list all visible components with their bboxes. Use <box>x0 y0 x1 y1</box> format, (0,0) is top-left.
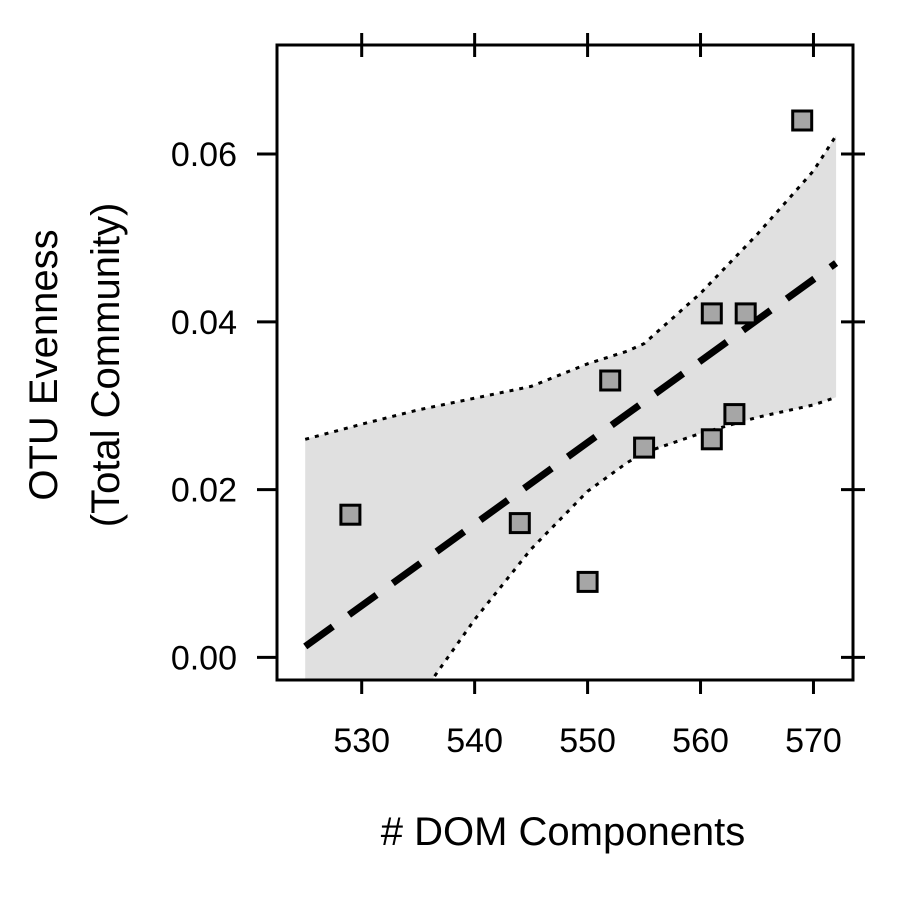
confidence-band-layer <box>304 134 838 680</box>
regression-line <box>303 260 839 650</box>
data-point <box>633 436 656 459</box>
confidence-band <box>305 135 837 680</box>
points-layer <box>339 109 814 593</box>
data-point <box>508 512 531 535</box>
data-point <box>339 503 362 526</box>
x-axis-title: # DOM Components <box>381 810 746 854</box>
x-tick-label: 570 <box>785 722 842 760</box>
plot-frame <box>275 43 855 682</box>
y-tick-label: 0.04 <box>171 304 237 342</box>
data-point <box>700 428 723 451</box>
data-point <box>723 403 746 426</box>
upper-bound-line <box>304 134 838 441</box>
data-point <box>734 302 757 325</box>
y-tick-label: 0.02 <box>171 472 237 510</box>
ticks-layer: 530 540 550 560 570 0.00 0.02 0.04 0.06 <box>171 33 865 760</box>
data-point <box>791 109 814 132</box>
x-tick-label: 560 <box>672 722 729 760</box>
y-tick-label: 0.00 <box>171 639 237 677</box>
data-point <box>700 302 723 325</box>
y-axis-title-line-1: OTU Evenness <box>22 229 66 500</box>
y-axis-title-line-2: (Total Community) <box>84 203 128 528</box>
fit-line-layer <box>303 260 839 650</box>
x-tick-label: 530 <box>333 722 390 760</box>
data-point <box>576 570 599 593</box>
data-point <box>599 369 622 392</box>
x-tick-label: 550 <box>559 722 616 760</box>
x-tick-label: 540 <box>446 722 503 760</box>
y-tick-label: 0.06 <box>171 136 237 174</box>
